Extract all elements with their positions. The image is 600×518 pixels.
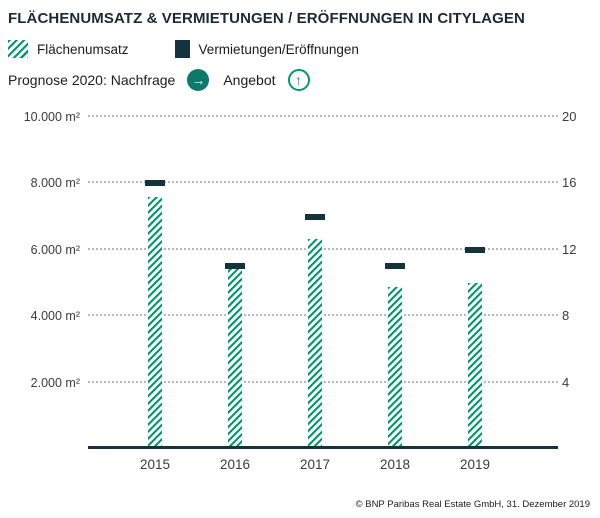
- prognose-nachfrage-label: Prognose 2020: Nachfrage: [8, 72, 176, 88]
- x-axis-label: 2019: [459, 457, 491, 472]
- bar-2019: [468, 283, 482, 446]
- x-axis-label: 2018: [379, 457, 411, 472]
- legend: Flächenumsatz Vermietungen/Eröffnungen: [8, 40, 600, 58]
- y-axis-label-left: 6.000 m²: [30, 242, 80, 257]
- gridline: [88, 380, 558, 383]
- x-axis-labels: 2015 2016 2017 2018 2019: [0, 455, 600, 479]
- bar-2016: [228, 263, 242, 446]
- y-axis-label-right: 8: [562, 308, 570, 324]
- dark-solid-swatch-icon: [174, 40, 190, 58]
- marker-2017: [305, 213, 325, 220]
- bar-2015: [148, 197, 162, 446]
- y-axis-label-left: 8.000 m²: [30, 176, 80, 191]
- legend-label: Vermietungen/Eröffnungen: [198, 41, 359, 57]
- arrow-right-circle-icon: →: [187, 69, 210, 91]
- bar-2018: [388, 286, 402, 446]
- x-axis-line: [88, 446, 558, 449]
- y-axis-label-left: 10.000 m²: [23, 110, 80, 124]
- legend-label: Flächenumsatz: [37, 41, 129, 57]
- copyright-note: © BNP Paribas Real Estate GmbH, 31. Deze…: [355, 499, 590, 510]
- marker-2015: [145, 180, 165, 187]
- x-axis-label: 2017: [299, 457, 331, 472]
- y-axis-label-right: 20: [562, 109, 577, 124]
- prognose-angebot-label: Angebot: [223, 72, 276, 88]
- marker-2019: [465, 246, 485, 253]
- y-axis-label-right: 4: [562, 374, 570, 390]
- x-axis-label: 2015: [139, 457, 171, 472]
- plot-area: 2.000 m² 4 4.000 m² 8 6.000 m² 12 8.000 m² 16 10…: [0, 99, 600, 449]
- bar-2017: [308, 238, 322, 446]
- marker-2018: [385, 263, 405, 270]
- arrow-up-circle-icon: ↑: [287, 69, 310, 91]
- prognose-row: Prognose 2020: Nachfrage → Angebot ↑: [8, 69, 600, 91]
- y-axis-label-left: 2.000 m²: [30, 375, 80, 390]
- green-hatched-swatch-icon: [8, 40, 28, 58]
- gridline: [88, 181, 558, 184]
- gridline: [88, 247, 558, 250]
- gridline: [88, 115, 558, 117]
- y-axis-label-left: 4.000 m²: [30, 309, 80, 324]
- legend-item-vermietungen: Vermietungen/Eröffnungen: [174, 40, 359, 58]
- y-axis-label-right: 16: [562, 175, 577, 191]
- legend-item-flaechenumsatz: Flächenumsatz: [8, 40, 129, 58]
- x-axis-label: 2016: [219, 457, 251, 472]
- y-axis-label-right: 12: [562, 241, 577, 257]
- gridline: [88, 314, 558, 317]
- marker-2016: [225, 263, 245, 270]
- chart-title: FLÄCHENUMSATZ & VERMIETUNGEN / ERÖFFNUNG…: [8, 10, 525, 27]
